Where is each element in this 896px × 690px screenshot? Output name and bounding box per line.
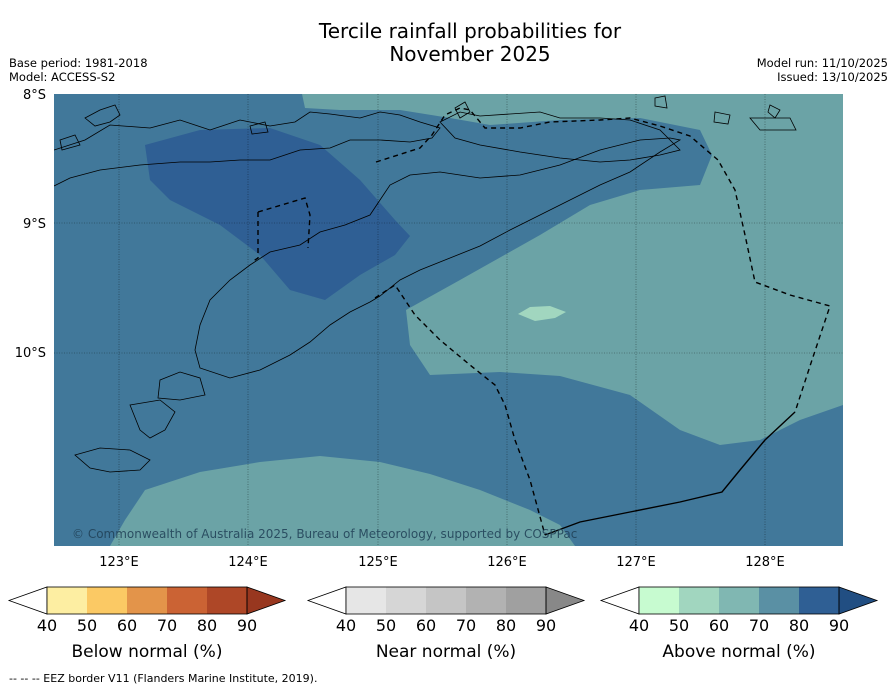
lat-label-9s: 9°S xyxy=(23,217,46,232)
colorbar-near-min-arrow xyxy=(306,586,347,615)
coastlines xyxy=(54,95,797,473)
lon-label-126e: 126°E xyxy=(487,555,527,570)
eez-border-solid xyxy=(544,411,796,536)
lon-label-128e: 128°E xyxy=(745,555,785,570)
colorbar-below-tick: 70 xyxy=(157,616,177,635)
colorbar-near-tick: 40 xyxy=(336,616,356,635)
colorbar-below-frame xyxy=(46,586,248,615)
model-run: Model run: 11/10/2025 xyxy=(756,56,888,70)
region-above-60-70-east xyxy=(836,310,843,335)
lon-label-125e: 125°E xyxy=(358,555,398,570)
colorbar-above-min-arrow xyxy=(599,586,640,615)
meta-left: Base period: 1981-2018 Model: ACCESS-S2 xyxy=(9,56,148,84)
colorbar-above-tick: 50 xyxy=(669,616,689,635)
model-name: Model: ACCESS-S2 xyxy=(9,70,116,84)
region-above-80-90 xyxy=(145,128,410,300)
colorbar-above-max-arrow xyxy=(838,586,879,615)
region-above-60-70-south xyxy=(110,456,575,546)
coastline-tanimbar-islands xyxy=(654,95,797,131)
colorbar-below-cell xyxy=(207,587,247,614)
base-period: Base period: 1981-2018 xyxy=(9,56,148,70)
colorbar-near-cell xyxy=(466,587,506,614)
title-line-2: November 2025 xyxy=(389,42,551,66)
colorbar-below-label: Below normal (%) xyxy=(72,642,223,662)
colorbar-above-tick: 70 xyxy=(749,616,769,635)
colorbar-below-cell xyxy=(127,587,167,614)
coastline-wetar xyxy=(439,111,681,163)
colorbar-near-label: Near normal (%) xyxy=(376,642,516,662)
colorbar-near-tick: 60 xyxy=(416,616,436,635)
colorbar-below-tick: 50 xyxy=(77,616,97,635)
colorbar-near-frame xyxy=(345,586,547,615)
colorbar-below-tick: 80 xyxy=(197,616,217,635)
eez-note: -- -- -- EEZ border V11 (Flanders Marine… xyxy=(9,672,318,685)
colorbar-below-tick: 40 xyxy=(37,616,57,635)
colorbar-above-tick: 60 xyxy=(709,616,729,635)
colorbar-above-tick: 80 xyxy=(789,616,809,635)
coastline-flores xyxy=(54,111,441,187)
colorbar-near-cell xyxy=(426,587,466,614)
colorbar-above: 40 50 60 70 80 90 Above normal (%) xyxy=(599,586,879,662)
eez-border xyxy=(251,107,831,536)
lat-label-8s: 8°S xyxy=(23,88,46,103)
colorbar-below-cell xyxy=(87,587,127,614)
colorbar-near: 40 50 60 70 80 90 Near normal (%) xyxy=(306,586,586,662)
lon-label-123e: 123°E xyxy=(99,555,139,570)
colorbars: 40 50 60 70 80 90 Below normal (%) 40 50 60 70 80 90… xyxy=(7,586,879,662)
meta-right: Model run: 11/10/2025 Issued: 13/10/2025 xyxy=(757,56,888,84)
colorbar-above-tick: 90 xyxy=(829,616,849,635)
copyright-text: © Commonwealth of Australia 2025, Bureau… xyxy=(72,527,577,541)
lon-label-124e: 124°E xyxy=(228,555,268,570)
colorbar-above-frame xyxy=(638,586,840,615)
colorbar-below-cell xyxy=(47,587,87,614)
colorbar-below-tick: 60 xyxy=(117,616,137,635)
coastline-rote xyxy=(129,371,206,439)
region-above-50-60 xyxy=(518,306,566,321)
colorbar-near-cell xyxy=(346,587,386,614)
lon-label-127e: 127°E xyxy=(616,555,656,570)
colorbar-above-cell xyxy=(799,587,839,614)
colorbar-near-tick: 70 xyxy=(456,616,476,635)
map-title: Tercile rainfall probabilities for Novem… xyxy=(0,20,896,66)
colorbar-below-min-arrow xyxy=(7,586,48,615)
colorbar-below: 40 50 60 70 80 90 Below normal (%) xyxy=(7,586,287,662)
graticule xyxy=(54,94,843,546)
colorbar-above-cell xyxy=(679,587,719,614)
colorbar-above-cell xyxy=(639,587,679,614)
colorbar-above-cell xyxy=(759,587,799,614)
colorbar-above-cell xyxy=(719,587,759,614)
colorbar-below-tick: 90 xyxy=(237,616,257,635)
coastline-timor xyxy=(194,137,682,379)
colorbar-below-max-arrow xyxy=(246,586,287,615)
colorbar-above-label: Above normal (%) xyxy=(662,642,815,662)
coastline-sawu xyxy=(74,447,151,473)
colorbar-near-tick: 80 xyxy=(496,616,516,635)
colorbar-near-max-arrow xyxy=(545,586,586,615)
region-above-60-70-north xyxy=(302,94,843,445)
coastline-islands-north xyxy=(59,101,471,151)
issued-date: Issued: 13/10/2025 xyxy=(777,70,888,84)
lat-label-10s: 10°S xyxy=(15,346,46,361)
colorbar-near-tick: 90 xyxy=(536,616,556,635)
colorbar-near-cell xyxy=(506,587,546,614)
colorbar-below-cell xyxy=(167,587,207,614)
title-line-1: Tercile rainfall probabilities for xyxy=(318,19,622,43)
colorbar-near-cell xyxy=(386,587,426,614)
colorbar-near-tick: 50 xyxy=(376,616,396,635)
colorbar-above-tick: 40 xyxy=(629,616,649,635)
